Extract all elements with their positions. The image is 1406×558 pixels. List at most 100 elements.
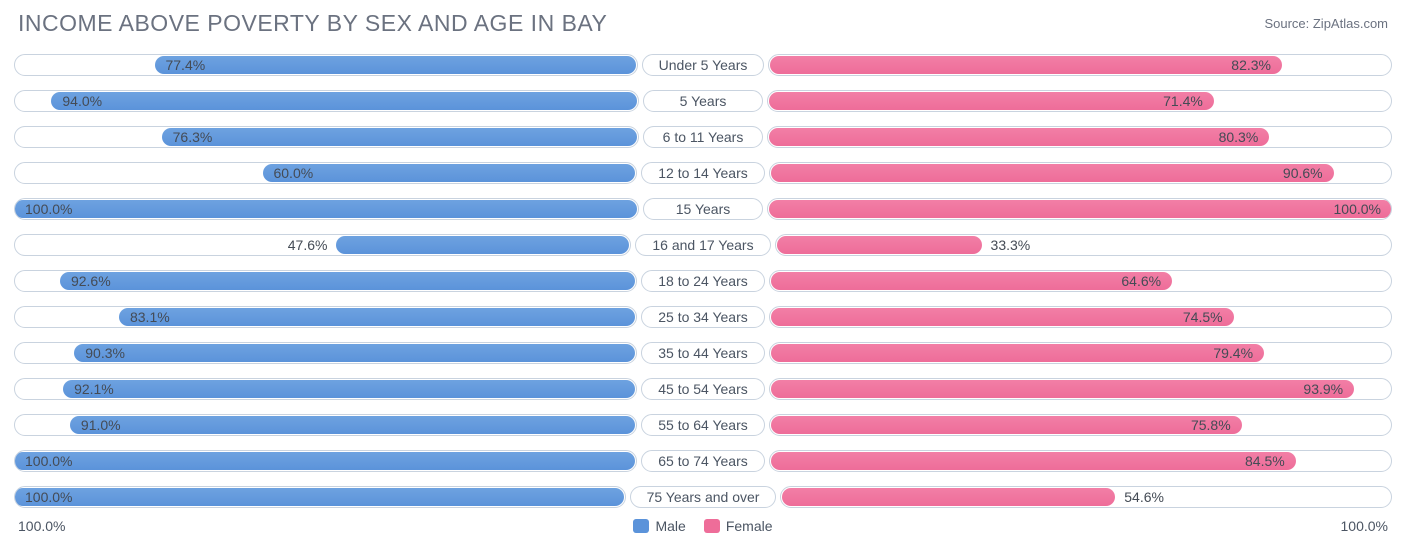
- female-track: 79.4%: [769, 342, 1392, 364]
- male-value: 77.4%: [155, 57, 205, 73]
- female-track: 33.3%: [775, 234, 1392, 256]
- male-bar: [60, 272, 635, 290]
- female-track: 80.3%: [767, 126, 1392, 148]
- male-bar: [336, 236, 629, 254]
- male-bar: [119, 308, 635, 326]
- female-track: 71.4%: [767, 90, 1392, 112]
- male-bar: [14, 452, 635, 470]
- legend-label-female: Female: [726, 518, 773, 534]
- female-value: 93.9%: [1303, 381, 1353, 397]
- male-track: 47.6%: [14, 234, 631, 256]
- male-value: 76.3%: [163, 129, 213, 145]
- category-label: 55 to 64 Years: [641, 414, 765, 436]
- female-value: 80.3%: [1219, 129, 1269, 145]
- male-track: 60.0%: [14, 162, 637, 184]
- male-track: 92.1%: [14, 378, 637, 400]
- category-label: 16 and 17 Years: [635, 234, 770, 256]
- axis-right-label: 100.0%: [1341, 518, 1388, 534]
- chart-row: 91.0% 55 to 64 Years 75.8%: [14, 409, 1392, 440]
- female-track: 93.9%: [769, 378, 1392, 400]
- female-track: 82.3%: [768, 54, 1392, 76]
- swatch-male: [633, 519, 649, 533]
- category-label: 12 to 14 Years: [641, 162, 765, 184]
- female-track: 64.6%: [769, 270, 1392, 292]
- male-value: 91.0%: [71, 417, 121, 433]
- swatch-female: [704, 519, 720, 533]
- chart-row: 60.0% 12 to 14 Years 90.6%: [14, 157, 1392, 188]
- female-bar: [771, 272, 1172, 290]
- chart-row: 76.3% 6 to 11 Years 80.3%: [14, 121, 1392, 152]
- female-value: 84.5%: [1245, 453, 1295, 469]
- female-track: 75.8%: [769, 414, 1392, 436]
- male-value: 100.0%: [15, 489, 72, 505]
- male-bar: [155, 56, 636, 74]
- female-bar: [769, 92, 1214, 110]
- female-value: 100.0%: [1334, 201, 1391, 217]
- male-track: 94.0%: [14, 90, 639, 112]
- category-label: Under 5 Years: [642, 54, 765, 76]
- male-track: 76.3%: [14, 126, 639, 148]
- male-bar: [63, 380, 635, 398]
- male-value: 100.0%: [15, 453, 72, 469]
- male-track: 77.4%: [14, 54, 638, 76]
- female-track: 54.6%: [780, 486, 1392, 508]
- female-track: 90.6%: [769, 162, 1392, 184]
- male-track: 100.0%: [14, 198, 639, 220]
- category-label: 45 to 54 Years: [641, 378, 765, 400]
- male-track: 100.0%: [14, 486, 626, 508]
- male-track: 100.0%: [14, 450, 637, 472]
- chart-row: 94.0%5 Years71.4%: [14, 85, 1392, 116]
- female-bar: [770, 56, 1282, 74]
- category-label: 65 to 74 Years: [641, 450, 765, 472]
- male-bar: [14, 200, 637, 218]
- chart-source: Source: ZipAtlas.com: [1264, 16, 1388, 31]
- axis-left-label: 100.0%: [18, 518, 65, 534]
- male-value: 94.0%: [52, 93, 102, 109]
- chart-row: 100.0% 15 Years 100.0%: [14, 193, 1392, 224]
- male-track: 92.6%: [14, 270, 637, 292]
- male-bar: [14, 488, 624, 506]
- chart-title: INCOME ABOVE POVERTY BY SEX AND AGE IN B…: [18, 10, 607, 37]
- chart-row: 100.0% 75 Years and over54.6%: [14, 481, 1392, 512]
- legend-item-female: Female: [704, 518, 773, 534]
- female-value: 82.3%: [1231, 57, 1281, 73]
- female-value: 75.8%: [1191, 417, 1241, 433]
- female-bar: [771, 380, 1354, 398]
- male-value: 92.1%: [64, 381, 114, 397]
- chart-row: 83.1%25 to 34 Years 74.5%: [14, 301, 1392, 332]
- female-value: 74.5%: [1183, 309, 1233, 325]
- legend-item-male: Male: [633, 518, 685, 534]
- male-track: 83.1%: [14, 306, 637, 328]
- category-label: 25 to 34 Years: [641, 306, 765, 328]
- female-value: 90.6%: [1283, 165, 1333, 181]
- male-bar: [263, 164, 636, 182]
- male-bar: [162, 128, 637, 146]
- chart-row: 92.1% 45 to 54 Years 93.9%: [14, 373, 1392, 404]
- male-value: 47.6%: [288, 237, 338, 253]
- female-value: 33.3%: [981, 237, 1031, 253]
- female-value: 71.4%: [1163, 93, 1213, 109]
- male-value: 100.0%: [15, 201, 72, 217]
- male-track: 90.3%: [14, 342, 637, 364]
- legend-label-male: Male: [655, 518, 685, 534]
- male-track: 91.0%: [14, 414, 637, 436]
- female-bar: [782, 488, 1115, 506]
- category-label: 6 to 11 Years: [643, 126, 763, 148]
- female-bar: [769, 128, 1269, 146]
- female-bar: [777, 236, 982, 254]
- female-bar: [771, 416, 1242, 434]
- legend: Male Female: [633, 518, 772, 534]
- male-bar: [70, 416, 635, 434]
- chart-row: 100.0% 65 to 74 Years 84.5%: [14, 445, 1392, 476]
- male-value: 60.0%: [263, 165, 313, 181]
- female-track: 84.5%: [769, 450, 1392, 472]
- female-bar: [769, 200, 1392, 218]
- male-value: 90.3%: [75, 345, 125, 361]
- female-bar: [771, 344, 1264, 362]
- category-label: 75 Years and over: [630, 486, 777, 508]
- category-label: 35 to 44 Years: [641, 342, 765, 364]
- category-label: 15 Years: [643, 198, 763, 220]
- chart-row: 47.6% 16 and 17 Years 33.3%: [14, 229, 1392, 260]
- female-track: 74.5%: [769, 306, 1392, 328]
- female-value: 79.4%: [1213, 345, 1263, 361]
